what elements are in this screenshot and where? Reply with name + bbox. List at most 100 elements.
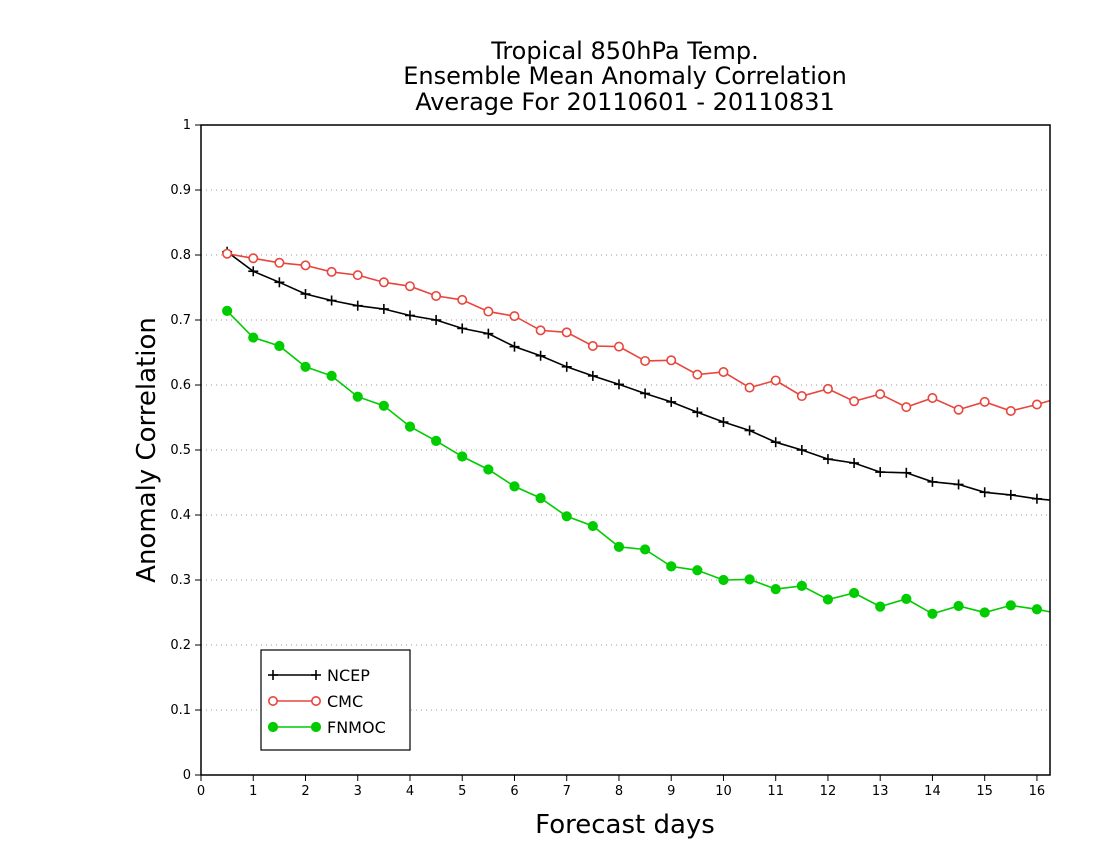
series-cmc-point: [431, 290, 442, 301]
series-cmc-point: [222, 248, 233, 259]
series-fnmoc-point: [535, 493, 546, 504]
series-cmc-point: [953, 404, 964, 415]
series-fnmoc: [222, 305, 1051, 619]
series-fnmoc-point: [352, 391, 363, 402]
x-tick-label: 9: [667, 784, 675, 799]
series-fnmoc-point: [666, 561, 677, 572]
series-ncep-point: [248, 266, 259, 277]
series-fnmoc-point: [1031, 604, 1043, 615]
series-ncep-point: [875, 467, 886, 478]
x-tick-label: 0: [197, 784, 205, 799]
series-fnmoc-point: [457, 451, 468, 462]
series-fnmoc-point: [953, 600, 964, 612]
series-ncep-point: [431, 315, 442, 325]
series-ncep-point: [692, 407, 703, 418]
series-cmc-point: [613, 341, 624, 352]
y-tick-label: 0.2: [170, 638, 191, 653]
series-cmc-point: [326, 266, 337, 277]
series-cmc-point: [927, 392, 938, 403]
legend-label-cmc: CMC: [327, 692, 363, 711]
series-ncep-point: [404, 310, 415, 321]
series-ncep-point: [796, 445, 807, 455]
series-fnmoc-point: [1005, 600, 1016, 611]
series-cmc-point: [457, 294, 468, 305]
x-tick-label: 15: [976, 784, 993, 799]
series-cmc-point: [300, 260, 311, 271]
chart-title-line-2: Ensemble Mean Anomaly Correlation: [403, 62, 847, 90]
x-tick-label: 8: [615, 784, 623, 799]
x-axis-title: Forecast days: [535, 810, 715, 840]
x-tick-label: 16: [1029, 784, 1046, 799]
series-fnmoc-point: [692, 565, 703, 576]
series-cmc-point: [640, 355, 651, 366]
x-tick-label: 7: [563, 784, 571, 799]
series-ncep-point: [509, 341, 520, 352]
series-ncep-point: [770, 437, 781, 448]
series-layer: [222, 246, 1051, 619]
series-cmc-point: [822, 383, 833, 394]
legend-item-fnmoc: FNMOC: [267, 718, 386, 737]
series-cmc-point: [849, 396, 860, 407]
chart-title: Tropical 850hPa Temp. Ensemble Mean Anom…: [403, 37, 847, 116]
series-cmc-point: [561, 327, 572, 338]
series-fnmoc-point: [613, 541, 625, 552]
series-ncep: [222, 246, 1051, 504]
x-tick-label: 14: [924, 784, 941, 799]
series-ncep-point: [561, 361, 572, 372]
series-cmc-point: [587, 340, 598, 351]
series-cmc-point: [535, 325, 546, 336]
series-fnmoc-point: [822, 594, 834, 605]
series-fnmoc-point: [300, 361, 311, 372]
series-cmc-point: [770, 375, 781, 386]
x-tick-label: 4: [406, 784, 414, 799]
series-cmc-point: [509, 311, 520, 322]
series-ncep-point: [1005, 489, 1016, 500]
legend-label-ncep: NCEP: [327, 666, 370, 685]
series-fnmoc-point: [848, 587, 860, 599]
series-fnmoc-point: [404, 421, 416, 432]
x-tick-label: 13: [872, 784, 889, 799]
series-ncep-point: [300, 289, 311, 299]
series-ncep-point: [718, 417, 729, 428]
series-fnmoc-point: [901, 593, 912, 604]
legend-items: NCEP CMC FNMOC: [267, 666, 386, 737]
series-fnmoc-point: [561, 511, 572, 522]
series-cmc-point: [404, 281, 415, 292]
x-tick-label: 11: [767, 784, 784, 799]
series-cmc-point: [744, 382, 755, 393]
series-fnmoc-point: [979, 607, 990, 618]
series-ncep-line: [226, 251, 1051, 501]
series-cmc-point: [718, 366, 729, 377]
x-tick-label: 10: [715, 784, 732, 799]
series-cmc-point: [378, 277, 389, 288]
series-ncep-point: [666, 396, 677, 407]
series-fnmoc-point: [248, 332, 259, 343]
x-tick-label: 3: [354, 784, 362, 799]
y-tick-label: 0.6: [170, 378, 191, 393]
series-cmc: [222, 248, 1051, 416]
y-axis-title: Anomaly Correlation: [132, 317, 162, 583]
series-fnmoc-point: [378, 400, 389, 411]
series-cmc-point: [1031, 399, 1042, 410]
series-fnmoc-point: [796, 580, 807, 591]
series-ncep-point: [613, 379, 624, 390]
series-ncep-point: [849, 458, 860, 468]
legend: NCEP CMC FNMOC: [260, 649, 411, 751]
series-fnmoc-line: [226, 310, 1051, 615]
series-ncep-point: [640, 388, 651, 399]
y-tick-label: 0.5: [170, 443, 191, 458]
series-fnmoc-point: [274, 340, 285, 352]
legend-box: [260, 649, 411, 751]
series-cmc-point: [979, 396, 990, 407]
y-tick-label: 0: [183, 768, 191, 783]
x-tick-label: 1: [249, 784, 257, 799]
series-ncep-point: [822, 454, 833, 465]
y-tick-label: 0.8: [170, 248, 191, 263]
series-cmc-line: [226, 252, 1051, 412]
y-tick-label: 0.9: [170, 183, 191, 198]
series-fnmoc-point: [587, 520, 598, 532]
series-fnmoc-point: [639, 544, 651, 555]
series-fnmoc-point: [222, 305, 233, 316]
y-tick-label: 0.7: [170, 313, 191, 328]
y-tick-label: 0.3: [170, 573, 191, 588]
